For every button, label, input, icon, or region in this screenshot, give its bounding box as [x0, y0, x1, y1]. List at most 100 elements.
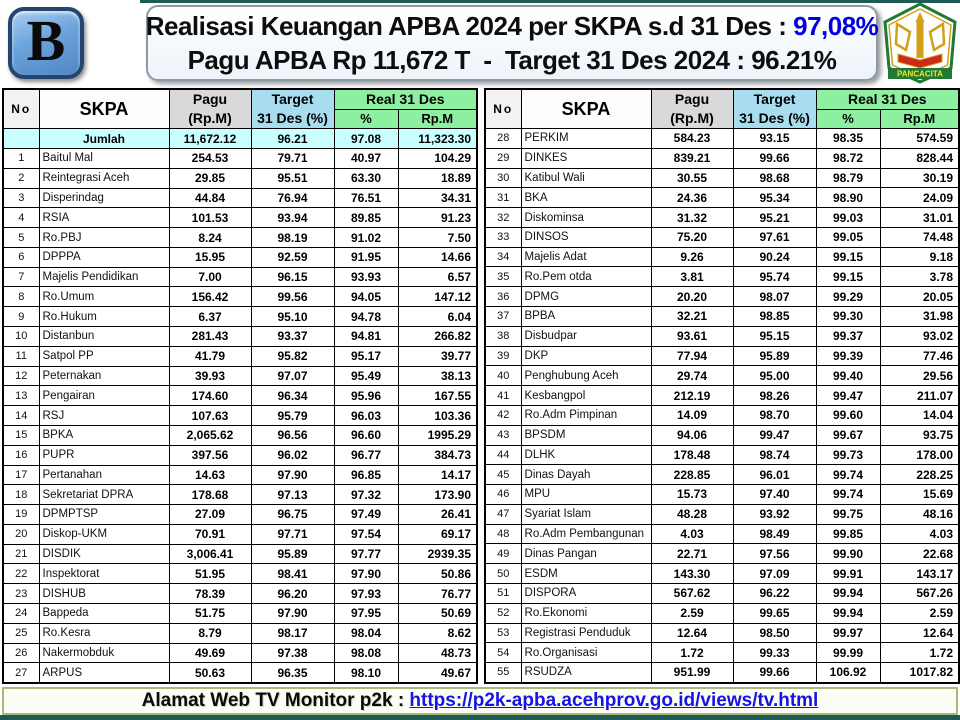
row-number: 44 [484, 444, 522, 466]
pagu-value: 584.23 [650, 128, 734, 149]
real-rpm-value: 143.17 [879, 563, 960, 584]
real-pct-value: 97.77 [333, 543, 399, 565]
row-number: 55 [484, 662, 522, 684]
real-pct-value: 99.15 [815, 246, 881, 268]
real-rpm-value: 211.07 [879, 385, 960, 406]
row-number: 34 [484, 246, 522, 268]
real-rpm-value: 14.66 [397, 246, 478, 268]
pagu-value: 94.06 [650, 424, 734, 446]
skpa-name: Ro.Pem otda [520, 266, 652, 288]
row-number: 17 [2, 464, 40, 486]
table-row: 51 DISPORA 567.62 96.22 99.94 567.26 [484, 582, 960, 604]
pagu-value: 22.71 [650, 543, 734, 565]
real-rpm-value: 31.98 [879, 306, 960, 327]
real-pct-value: 99.97 [815, 622, 881, 644]
pagu-value: 14.63 [168, 464, 252, 486]
skpa-name: DISHUB [38, 583, 170, 604]
real-pct-value: 99.74 [815, 484, 881, 505]
skpa-table-right: No SKPA Pagu (Rp.M) Target 31 Des (%) Real… [484, 88, 960, 684]
pancacita-label: PANCACITA [897, 70, 943, 79]
pagu-value: 41.79 [168, 345, 252, 367]
target-value: 99.66 [732, 662, 817, 684]
pagu-value: 24.36 [650, 187, 734, 209]
real-pct-value: 99.29 [815, 286, 881, 308]
real-rpm-value: 173.90 [397, 484, 478, 506]
real-rpm-value: 4.03 [879, 523, 960, 545]
real-rpm-value: 14.17 [397, 464, 478, 486]
row-number: 2 [2, 167, 40, 189]
row-number: 16 [2, 444, 40, 466]
pagu-value: 4.03 [650, 523, 734, 545]
pagu-value: 212.19 [650, 385, 734, 406]
real-pct-value: 99.39 [815, 345, 881, 367]
skpa-name: Inspektorat [38, 563, 170, 585]
target-value: 99.66 [732, 147, 817, 169]
pagu-value: 14.09 [650, 404, 734, 426]
table-row: 50 ESDM 143.30 97.09 99.91 143.17 [484, 563, 960, 584]
real-pct-value: 99.90 [815, 543, 881, 565]
pagu-value: 397.56 [168, 444, 252, 466]
pagu-value: 51.95 [168, 563, 252, 585]
row-number: 48 [484, 523, 522, 545]
real-rpm-value: 76.77 [397, 583, 478, 604]
target-value: 93.94 [250, 207, 335, 229]
pagu-value: 30.55 [650, 167, 734, 189]
skpa-name: DINSOS [520, 226, 652, 248]
real-rpm-value: 48.16 [879, 503, 960, 525]
real-pct-value: 97.93 [333, 583, 399, 604]
table-row: 21 DISDIK 3,006.41 95.89 97.77 2939.35 [2, 543, 478, 565]
pagu-value: 49.69 [168, 642, 252, 664]
real-pct-value: 97.32 [333, 484, 399, 506]
summary-target: 96.21 [250, 127, 335, 150]
real-rpm-value: 50.86 [397, 563, 478, 585]
pagu-value: 567.62 [650, 582, 734, 604]
row-number: 53 [484, 622, 522, 644]
row-number: 50 [484, 563, 522, 584]
skpa-name: DKP [520, 345, 652, 367]
table-row: 1 Baitul Mal 254.53 79.71 40.97 104.29 [2, 148, 478, 169]
target-value: 98.68 [732, 167, 817, 189]
skpa-name: BKA [520, 187, 652, 209]
real-rpm-value: 228.25 [879, 464, 960, 486]
target-value: 90.24 [732, 246, 817, 268]
col-header-real: Real 31 Des [815, 88, 960, 110]
target-value: 96.02 [250, 444, 335, 466]
real-rpm-value: 15.69 [879, 484, 960, 505]
table-row: 4 RSIA 101.53 93.94 89.85 91.23 [2, 207, 478, 229]
row-number: 11 [2, 345, 40, 367]
row-number: 13 [2, 385, 40, 407]
monitor-url-link[interactable]: https://p2k-apba.acehprov.go.id/views/tv… [409, 690, 819, 711]
real-rpm-value: 34.31 [397, 187, 478, 209]
table-row: 38 Disbudpar 93.61 95.15 99.37 93.02 [484, 325, 960, 347]
target-value: 97.71 [250, 523, 335, 545]
real-pct-value: 99.40 [815, 365, 881, 387]
real-rpm-value: 30.19 [879, 167, 960, 189]
pagu-value: 228.85 [650, 464, 734, 486]
real-rpm-value: 266.82 [397, 326, 478, 347]
skpa-name: Dinas Dayah [520, 464, 652, 486]
footer-label: Alamat Web TV Monitor p2k : [141, 690, 410, 711]
table-row: 32 Diskominsa 31.32 95.21 99.03 31.01 [484, 207, 960, 228]
row-number: 20 [2, 523, 40, 545]
skpa-name: BPKA [38, 424, 170, 446]
row-number: 39 [484, 345, 522, 367]
row-number: 51 [484, 582, 522, 604]
skpa-name: Majelis Adat [520, 246, 652, 268]
title-line-2: Pagu APBA Rp 11,672 T - Target 31 Des 20… [187, 45, 837, 75]
table-row: 3 Disperindag 44.84 76.94 76.51 34.31 [2, 187, 478, 209]
real-rpm-value: 103.36 [397, 405, 478, 426]
real-rpm-value: 48.73 [397, 642, 478, 664]
table-row: 17 Pertanahan 14.63 97.90 96.85 14.17 [2, 464, 478, 486]
pagu-value: 20.20 [650, 286, 734, 308]
real-rpm-value: 178.00 [879, 444, 960, 466]
table-row: 29 DINKES 839.21 99.66 98.72 828.44 [484, 147, 960, 169]
table-header: No SKPA Pagu (Rp.M) Target 31 Des (%) Real… [2, 88, 478, 130]
pagu-value: 8.24 [168, 227, 252, 248]
pagu-value: 1.72 [650, 642, 734, 664]
skpa-name: Disperindag [38, 187, 170, 209]
real-pct-value: 106.92 [815, 662, 881, 684]
row-number: 21 [2, 543, 40, 565]
table-row: 15 BPKA 2,065.62 96.56 96.60 1995.29 [2, 424, 478, 446]
target-value: 97.90 [250, 464, 335, 486]
col-header-pagu: Pagu (Rp.M) [650, 88, 734, 129]
